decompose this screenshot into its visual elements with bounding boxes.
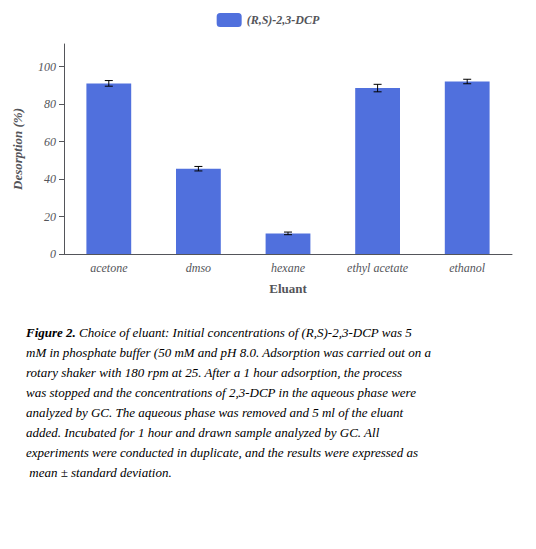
- svg-text:was stopped and the concentrat: was stopped and the concentrations of 2,…: [26, 385, 419, 400]
- svg-text:ethanol: ethanol: [449, 261, 486, 275]
- svg-text:mean ± standard deviation.: mean ± standard deviation.: [26, 465, 172, 480]
- svg-text:Choice of eluant: Initial conc: Choice of eluant: Initial concentrations…: [76, 325, 415, 340]
- svg-text:Figure 2.: Figure 2.: [25, 325, 76, 340]
- svg-text:100: 100: [38, 60, 56, 74]
- svg-text:60: 60: [44, 135, 56, 149]
- svg-text:hexane: hexane: [271, 261, 306, 275]
- svg-text:mM in phosphate buffer (50 mM: mM in phosphate buffer (50 mM and pH 8.0…: [26, 345, 434, 360]
- svg-text:20: 20: [44, 210, 56, 224]
- svg-text:(R,S)-2,3-DCP: (R,S)-2,3-DCP: [247, 13, 320, 27]
- svg-text:40: 40: [44, 172, 56, 186]
- svg-text:80: 80: [44, 97, 56, 111]
- svg-text:experiments were conducted in: experiments were conducted in duplicate,…: [26, 445, 418, 460]
- svg-text:Eluant: Eluant: [269, 281, 307, 296]
- svg-text:Desorption (%): Desorption (%): [10, 108, 25, 191]
- svg-text:added. Incubated for 1 hour an: added. Incubated for 1 hour and drawn sa…: [26, 425, 383, 440]
- svg-text:acetone: acetone: [90, 261, 128, 275]
- svg-text:rotary shaker with 180 rpm at: rotary shaker with 180 rpm at 25. After …: [26, 365, 405, 380]
- svg-text:analyzed by GC. The aqueous ph: analyzed by GC. The aqueous phase was re…: [26, 405, 406, 420]
- svg-text:0: 0: [50, 247, 56, 261]
- svg-text:dmso: dmso: [186, 261, 211, 275]
- svg-text:ethyl acetate: ethyl acetate: [347, 261, 409, 275]
